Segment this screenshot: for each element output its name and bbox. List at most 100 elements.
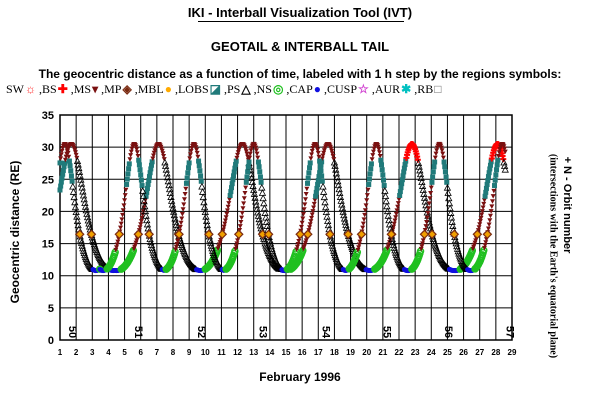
data-point: [308, 219, 314, 224]
data-point: [180, 207, 186, 212]
data-point: [319, 178, 325, 184]
data-point: [139, 183, 145, 189]
data-point: [150, 153, 156, 158]
data-point: [420, 241, 426, 246]
data-point: [477, 219, 483, 224]
data-point: [254, 212, 263, 219]
data-point: [234, 241, 240, 246]
data-point-mp: [174, 229, 184, 240]
data-point: [57, 160, 63, 166]
data-point: [392, 218, 398, 223]
data-point: [321, 198, 329, 206]
data-point: [391, 248, 400, 256]
data-point: [401, 165, 407, 171]
data-point: [247, 151, 253, 157]
data-point: [146, 174, 152, 180]
data-point: [114, 242, 120, 248]
data-point: [439, 148, 445, 153]
data-point: [369, 157, 375, 162]
data-point: [114, 245, 119, 250]
data-point: [346, 239, 355, 246]
data-point: [177, 224, 183, 230]
data-point: [328, 238, 336, 246]
data-point: [309, 215, 315, 221]
data-point: [389, 241, 398, 249]
data-point: [423, 224, 429, 229]
x-tick-label: 22: [395, 348, 404, 357]
data-point: [424, 219, 430, 225]
data-point: [330, 249, 339, 257]
data-point: [128, 149, 134, 155]
data-point: [426, 201, 432, 206]
data-point: [473, 238, 479, 243]
data-point: [362, 208, 368, 213]
data-point: [419, 244, 425, 249]
data-point: [144, 185, 150, 191]
data-point: [399, 177, 405, 183]
legend-item-ns: ,NS◎: [254, 82, 284, 96]
data-point: [79, 246, 88, 254]
data-point: [370, 149, 376, 155]
data-point-mp: [144, 229, 155, 240]
data-point: [375, 144, 381, 150]
data-point: [245, 164, 251, 170]
data-point: [496, 150, 502, 155]
data-point: [483, 185, 489, 191]
data-point: [198, 178, 204, 184]
data-point: [69, 182, 77, 190]
data-point: [364, 193, 370, 198]
data-point: [69, 188, 78, 195]
data-point: [362, 212, 368, 218]
data-point: [440, 151, 446, 157]
data-point: [193, 145, 199, 150]
data-point: [394, 208, 400, 213]
data-point: [402, 162, 408, 168]
data-point: [311, 201, 317, 207]
data-point-mp: [343, 229, 353, 240]
data-point: [139, 192, 148, 200]
data-point: [453, 242, 461, 250]
data-point: [486, 222, 492, 227]
data-point: [148, 243, 156, 251]
data-point: [80, 249, 88, 257]
data-point: [186, 160, 192, 166]
data-point: [235, 152, 241, 158]
data-point: [85, 222, 94, 230]
data-point: [185, 170, 191, 176]
data-point: [492, 183, 498, 189]
data-point: [430, 237, 438, 245]
data-point: [187, 152, 193, 157]
data-point: [260, 237, 269, 245]
data-point: [128, 153, 134, 158]
data-point: [367, 171, 373, 177]
circle-filled-icon: ●: [313, 82, 322, 96]
data-point: [300, 211, 306, 217]
data-point: [115, 239, 121, 245]
data-point: [441, 159, 447, 165]
data-point: [420, 238, 426, 243]
data-point: [77, 238, 86, 246]
data-point: [138, 222, 144, 227]
data-point: [319, 188, 328, 195]
data-point: [379, 167, 385, 173]
data-point: [479, 212, 485, 218]
data-point: [241, 196, 247, 201]
data-point: [487, 162, 493, 168]
data-point: [160, 151, 166, 156]
data-point: [258, 189, 267, 196]
data-point: [124, 176, 130, 182]
data-point: [366, 176, 372, 182]
data-point: [67, 163, 73, 169]
data-point: [66, 154, 72, 160]
y-tick-label: 35: [42, 110, 54, 122]
data-point: [256, 221, 265, 229]
data-point: [146, 235, 154, 242]
data-point: [399, 181, 405, 187]
x-tick-label: 14: [265, 348, 274, 357]
data-point: [489, 204, 495, 209]
data-point: [306, 170, 312, 176]
data-point: [134, 150, 140, 155]
data-point: [233, 158, 239, 164]
square-open-icon: □: [434, 82, 442, 96]
data-point: [227, 192, 233, 198]
